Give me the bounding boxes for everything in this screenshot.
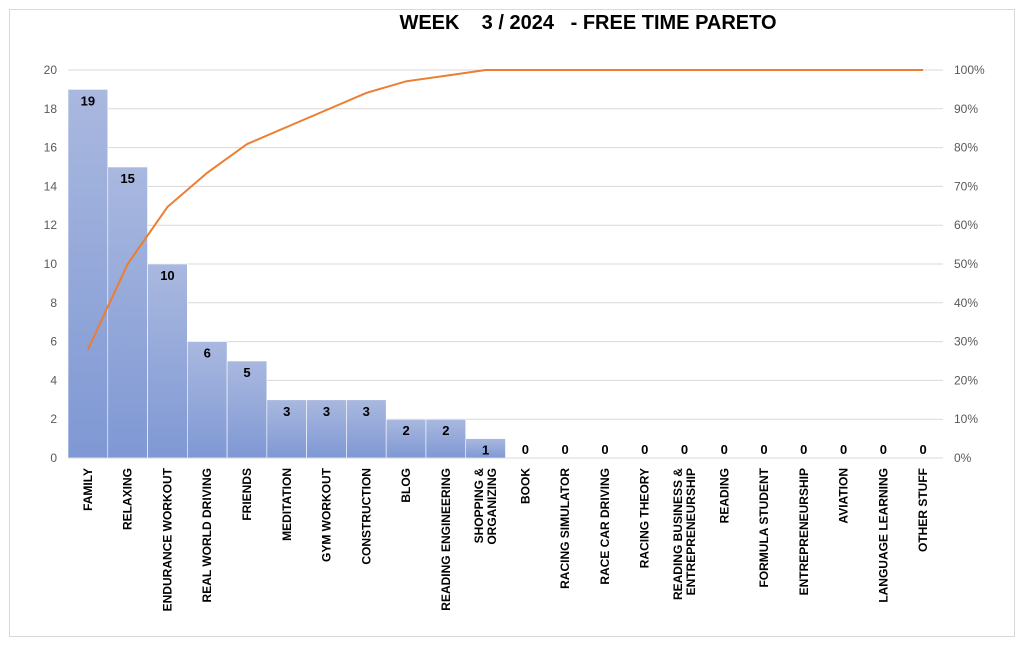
- category-label: CONSTRUCTION: [359, 468, 373, 565]
- bar: [107, 166, 148, 459]
- y2-tick-label: 90%: [954, 102, 978, 116]
- data-label: 3: [283, 404, 290, 419]
- y-tick-label: 14: [44, 179, 58, 193]
- data-label: 10: [160, 268, 174, 283]
- category-label: FORMULA STUDENT: [757, 467, 771, 587]
- category-label: RACING THEORY: [638, 468, 652, 568]
- y-tick-label: 18: [44, 102, 58, 116]
- y-tick-label: 8: [50, 296, 57, 310]
- category-label: FRIENDS: [240, 468, 254, 521]
- category-label: RELAXING: [121, 468, 135, 530]
- data-label: 2: [442, 423, 449, 438]
- category-label: BOOK: [518, 468, 532, 504]
- data-label: 0: [601, 442, 608, 457]
- category-label: ENTREPRENEURSHIP: [684, 468, 698, 595]
- data-label: 0: [562, 442, 569, 457]
- data-label: 6: [204, 346, 211, 361]
- y2-tick-label: 20%: [954, 373, 978, 387]
- category-label: RACE CAR DRIVING: [598, 468, 612, 585]
- y-tick-label: 12: [44, 218, 58, 232]
- data-label: 0: [721, 442, 728, 457]
- data-label: 15: [120, 171, 134, 186]
- data-label: 0: [800, 442, 807, 457]
- data-label: 1: [482, 443, 489, 458]
- category-label: READING BUSINESS &: [671, 468, 685, 600]
- category-label: ENDURANCE WORKOUT: [160, 467, 174, 611]
- category-label: GYM WORKOUT: [320, 467, 334, 562]
- bar: [147, 263, 188, 459]
- y-tick-label: 2: [50, 412, 57, 426]
- category-label: ORGANIZING: [485, 468, 499, 545]
- y2-tick-label: 100%: [954, 63, 985, 77]
- y2-tick-label: 10%: [954, 412, 978, 426]
- data-label: 5: [243, 365, 250, 380]
- data-label: 0: [919, 442, 926, 457]
- y2-tick-label: 30%: [954, 335, 978, 349]
- category-label: READING: [717, 468, 731, 523]
- y2-tick-label: 80%: [954, 141, 978, 155]
- chart-frame: [9, 9, 1015, 637]
- y-tick-label: 0: [50, 451, 57, 465]
- bar: [346, 399, 387, 459]
- data-label: 0: [880, 442, 887, 457]
- data-label: 0: [840, 442, 847, 457]
- y-tick-label: 6: [50, 335, 57, 349]
- y2-tick-label: 70%: [954, 179, 978, 193]
- category-label: AVIATION: [837, 468, 851, 524]
- cumulative-line: [86, 69, 924, 351]
- y-tick-label: 16: [44, 141, 58, 155]
- data-label: 19: [81, 93, 95, 108]
- category-label: FAMILY: [81, 468, 95, 511]
- y2-tick-label: 60%: [954, 218, 978, 232]
- chart-title: WEEK 3 / 2024 - FREE TIME PARETO: [399, 12, 777, 34]
- bar: [425, 418, 467, 459]
- data-label: 0: [760, 442, 767, 457]
- category-label: SHOPPING &: [472, 468, 486, 544]
- category-label: RACING SIMULATOR: [558, 468, 572, 589]
- y2-tick-label: 50%: [954, 257, 978, 271]
- data-label: 3: [323, 404, 330, 419]
- y2-tick-label: 40%: [954, 296, 978, 310]
- category-label: OTHER STUFF: [916, 468, 930, 552]
- y2-tick-label: 0%: [954, 451, 972, 465]
- bar: [187, 341, 228, 459]
- y-tick-label: 20: [44, 63, 58, 77]
- category-label: MEDITATION: [280, 468, 294, 541]
- data-label: 0: [681, 442, 688, 457]
- y-tick-label: 4: [50, 373, 57, 387]
- data-label: 2: [402, 423, 409, 438]
- y-tick-label: 10: [44, 257, 58, 271]
- category-label: REAL WORLD DRIVING: [200, 468, 214, 602]
- bar: [67, 89, 109, 459]
- data-label: 0: [522, 442, 529, 457]
- category-label: LANGUAGE LEARNING: [876, 468, 890, 603]
- category-label: ENTREPRENEURSHIP: [797, 468, 811, 595]
- category-label: READING ENGINEERING: [439, 468, 453, 611]
- data-label: 0: [641, 442, 648, 457]
- data-label: 3: [363, 404, 370, 419]
- category-label: BLOG: [399, 468, 413, 503]
- bar: [266, 399, 307, 459]
